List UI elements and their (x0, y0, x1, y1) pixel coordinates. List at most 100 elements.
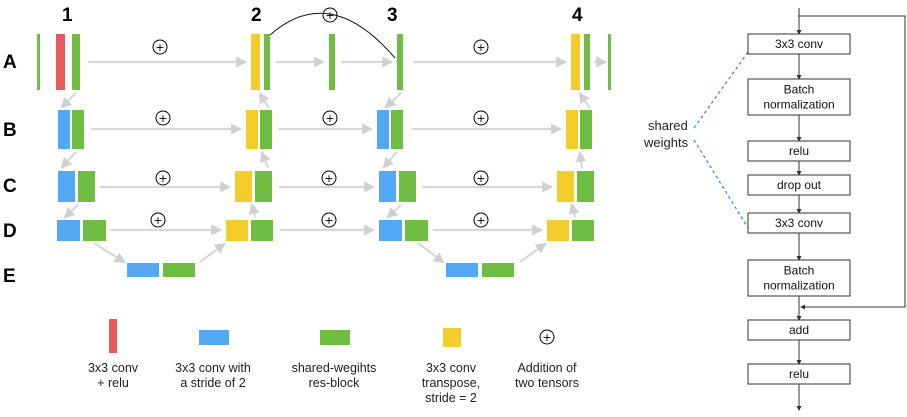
arrow-29 (519, 242, 547, 263)
arrow-14 (60, 92, 77, 109)
flow-box-label: relu (789, 144, 809, 158)
block-res-block-9 (608, 34, 611, 90)
block-transpose-16 (566, 110, 578, 149)
plus-icon: + (473, 170, 489, 186)
block-conv-stride2-14 (377, 110, 389, 149)
block-res-block-37 (482, 263, 514, 277)
arrow-20 (386, 204, 402, 219)
plus-icon: + (473, 110, 489, 126)
plus-circle (473, 39, 489, 55)
block-res-block-6 (397, 34, 403, 90)
plus-sign: + (542, 331, 551, 344)
flow-box-label: 3x3 conv (775, 216, 823, 230)
block-res-block-27 (83, 220, 106, 241)
flow-skip-connection (799, 15, 906, 310)
block-transpose-3 (251, 34, 260, 90)
legend-text-line: shared-wegihts (292, 361, 377, 375)
block-transpose-7 (571, 34, 580, 90)
column-label-3: 3 (387, 5, 398, 26)
arrow-28 (568, 202, 580, 218)
legend-swatch (199, 330, 229, 345)
row-label-d: D (3, 221, 17, 242)
row-label-e: E (3, 266, 16, 287)
plus-sign: + (476, 112, 485, 125)
plus-circle (321, 212, 337, 228)
flow-box-label: Batch (784, 83, 815, 97)
row-label-a: A (3, 52, 17, 73)
block-res-block-23 (399, 171, 416, 202)
arrow-24 (248, 202, 260, 218)
addition-symbols: + + + + + + + + + + + + (150, 7, 489, 228)
legend-swatch (320, 330, 350, 345)
block-res-block-33 (572, 220, 594, 241)
plus-circle (155, 170, 171, 186)
block-conv-stride2-18 (58, 171, 75, 202)
plus-circle (473, 170, 489, 186)
legend-text-line: stride = 2 (425, 391, 477, 405)
plus-circle (322, 110, 338, 126)
legend-text-line: two tensors (515, 376, 579, 390)
plus-circle (322, 7, 338, 23)
flow-box-label: Batch (784, 264, 815, 278)
network-blocks (37, 34, 611, 277)
block-transpose-12 (246, 110, 258, 149)
plus-sign: + (476, 172, 485, 185)
plus-icon: + (322, 7, 338, 23)
skip-connection-arc (269, 12, 396, 59)
plus-icon: + (155, 110, 171, 126)
row-label-c: C (3, 176, 17, 197)
block-conv-relu-1 (56, 34, 65, 90)
flow-step-4: drop out (747, 174, 851, 196)
block-conv-stride2-10 (58, 110, 70, 149)
block-conv-stride2-34 (127, 263, 159, 277)
block-res-block-19 (78, 171, 95, 202)
shared-weights-label-line1: shared (648, 118, 688, 133)
legend-text-line: transpose, (422, 376, 480, 390)
arrow-16 (63, 204, 79, 219)
block-res-block-25 (577, 171, 594, 202)
block-res-block-17 (580, 110, 592, 149)
legend-text-line: + relu (97, 376, 129, 390)
plus-icon: + (473, 212, 489, 228)
arrow-15 (60, 151, 77, 169)
arrow-21 (417, 242, 445, 264)
flow-box-label: normalization (763, 98, 834, 112)
legend-text-line: 3x3 conv (88, 361, 139, 375)
plus-circle (321, 170, 337, 186)
arrow-22 (258, 92, 270, 109)
flow-box-label: normalization (763, 279, 834, 293)
plus-sign: + (476, 41, 485, 54)
block-conv-stride2-26 (57, 220, 80, 241)
plus-sign: + (325, 112, 334, 125)
block-res-block-13 (260, 110, 272, 149)
plus-sign: + (158, 112, 167, 125)
legend-swatch (109, 319, 117, 353)
block-res-block-21 (255, 171, 272, 202)
arrow-18 (384, 92, 402, 109)
legend-swatch (443, 328, 461, 347)
legend-text-line: 3x3 conv (426, 361, 477, 375)
connection-arrows (60, 56, 608, 264)
plus-icon: + (152, 39, 168, 55)
flow-box (747, 259, 851, 297)
plus-circle (152, 39, 168, 55)
block-res-block-15 (391, 110, 403, 149)
flow-box-label: drop out (777, 178, 822, 192)
block-res-block-5 (329, 34, 335, 90)
plus-icon: + (155, 170, 171, 186)
arrow-23 (260, 150, 271, 169)
column-label-1: 1 (62, 5, 73, 26)
flow-box-label: add (789, 323, 809, 337)
block-transpose-24 (557, 171, 574, 202)
block-res-block-29 (251, 220, 273, 241)
arrow-17 (93, 242, 126, 264)
plus-circle (150, 212, 166, 228)
column-label-4: 4 (572, 5, 583, 26)
